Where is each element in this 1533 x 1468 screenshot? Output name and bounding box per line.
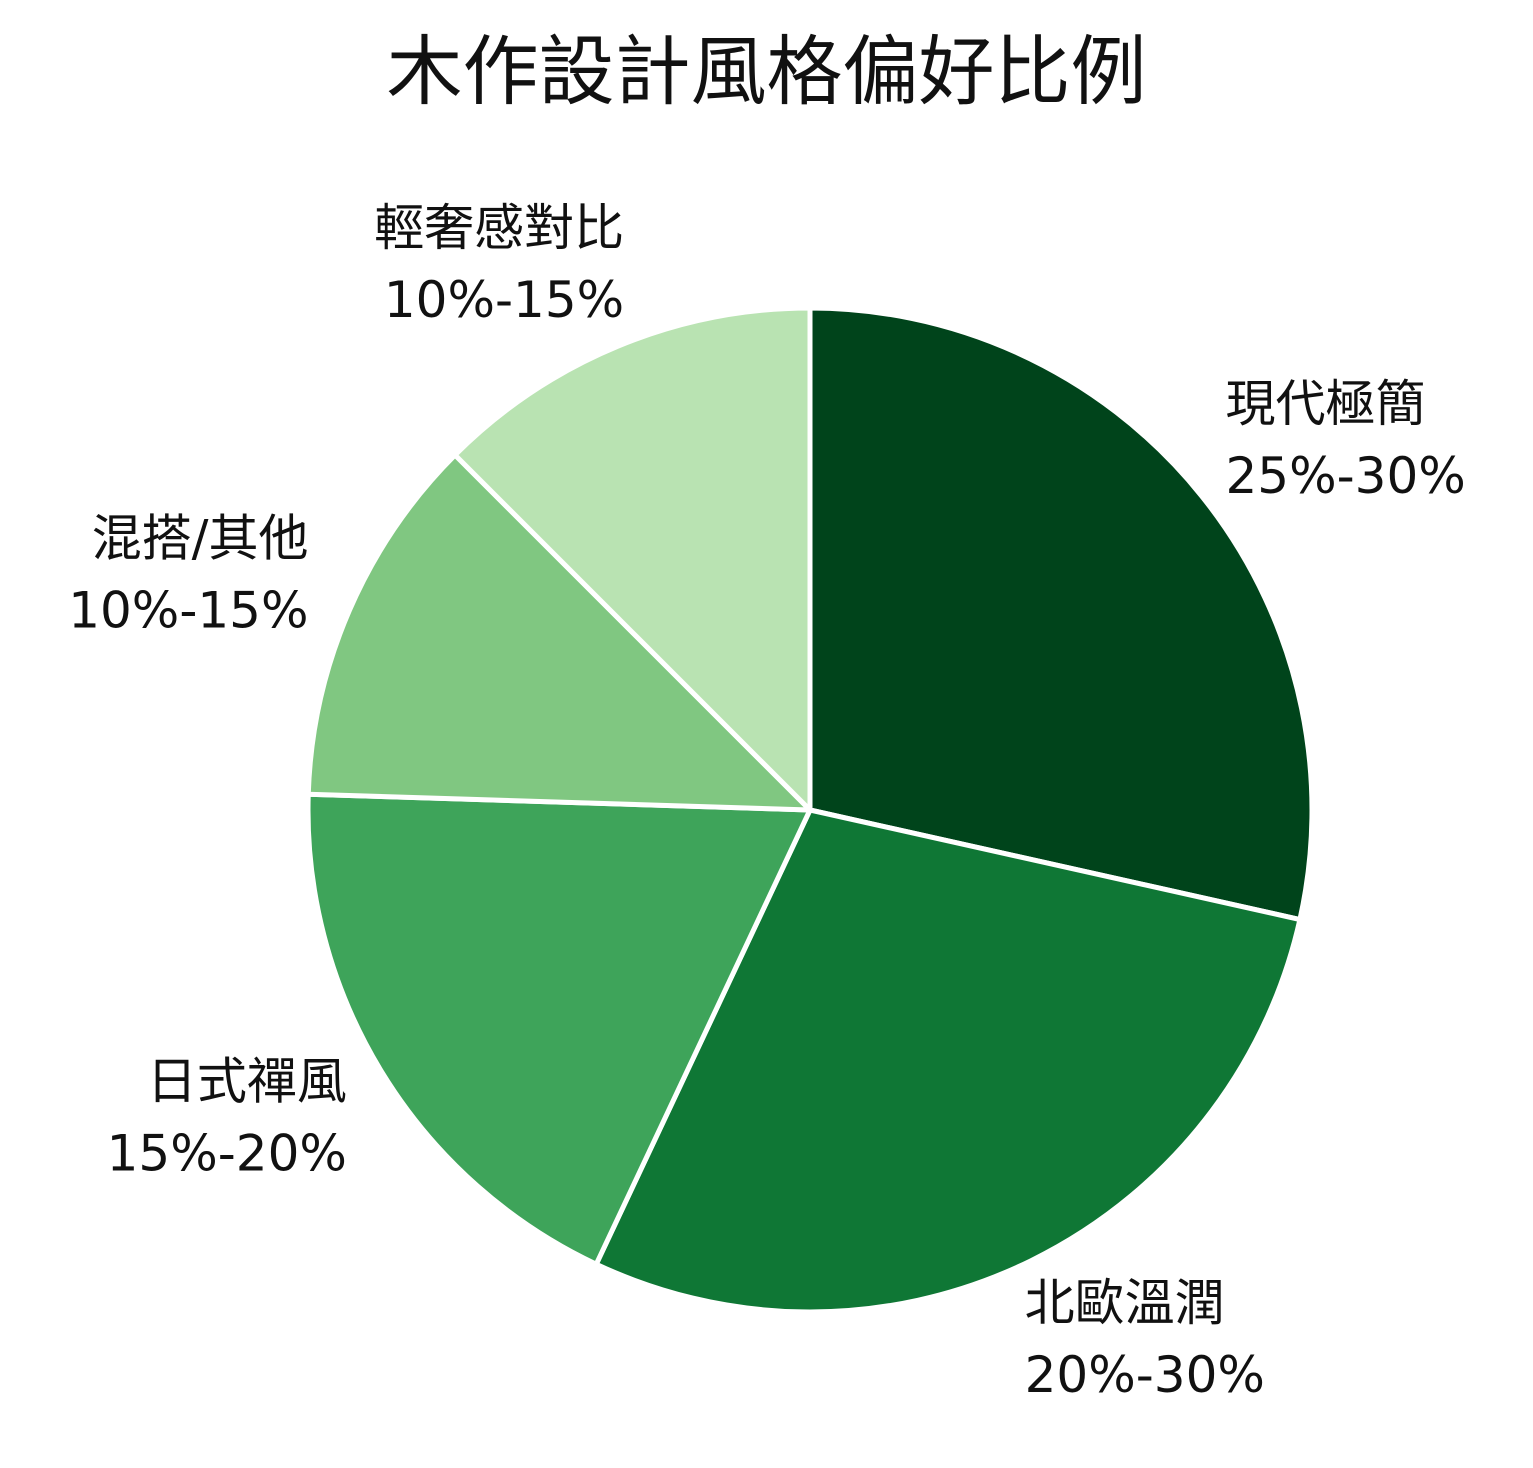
slice-label-2: 日式禪風 15%-20%	[107, 1052, 347, 1182]
pie-slice-0	[807, 305, 1315, 923]
slice-name: 北歐溫潤	[1025, 1274, 1225, 1332]
slice-range: 20%-30%	[1025, 1346, 1265, 1404]
slice-range: 10%-15%	[384, 271, 624, 329]
pie-slice-2	[305, 791, 813, 1267]
slice-range: 15%-20%	[107, 1124, 347, 1182]
chart-title: 木作設計風格偏好比例	[386, 27, 1147, 116]
slice-name: 輕奢感對比	[374, 199, 624, 257]
pie-slice-1	[593, 807, 1303, 1315]
slice-label-4: 輕奢感對比 10%-15%	[374, 199, 624, 329]
slice-name: 現代極簡	[1226, 375, 1426, 433]
pie-slices	[305, 305, 1315, 1315]
pie-labels: 現代極簡 25%-30% 北歐溫潤 20%-30% 日式禪風 15%-20% 混搭/其他 10…	[68, 199, 1466, 1404]
slice-range: 25%-30%	[1226, 447, 1466, 505]
slice-label-0: 現代極簡 25%-30%	[1226, 375, 1466, 505]
slice-name: 混搭/其他	[92, 510, 309, 568]
slice-range: 10%-15%	[68, 582, 308, 640]
slice-label-3: 混搭/其他 10%-15%	[68, 510, 308, 640]
slice-label-1: 北歐溫潤 20%-30%	[1025, 1274, 1265, 1404]
pie-slice-3	[305, 452, 813, 813]
slice-name: 日式禪風	[147, 1052, 347, 1110]
pie-slice-4	[452, 305, 813, 813]
